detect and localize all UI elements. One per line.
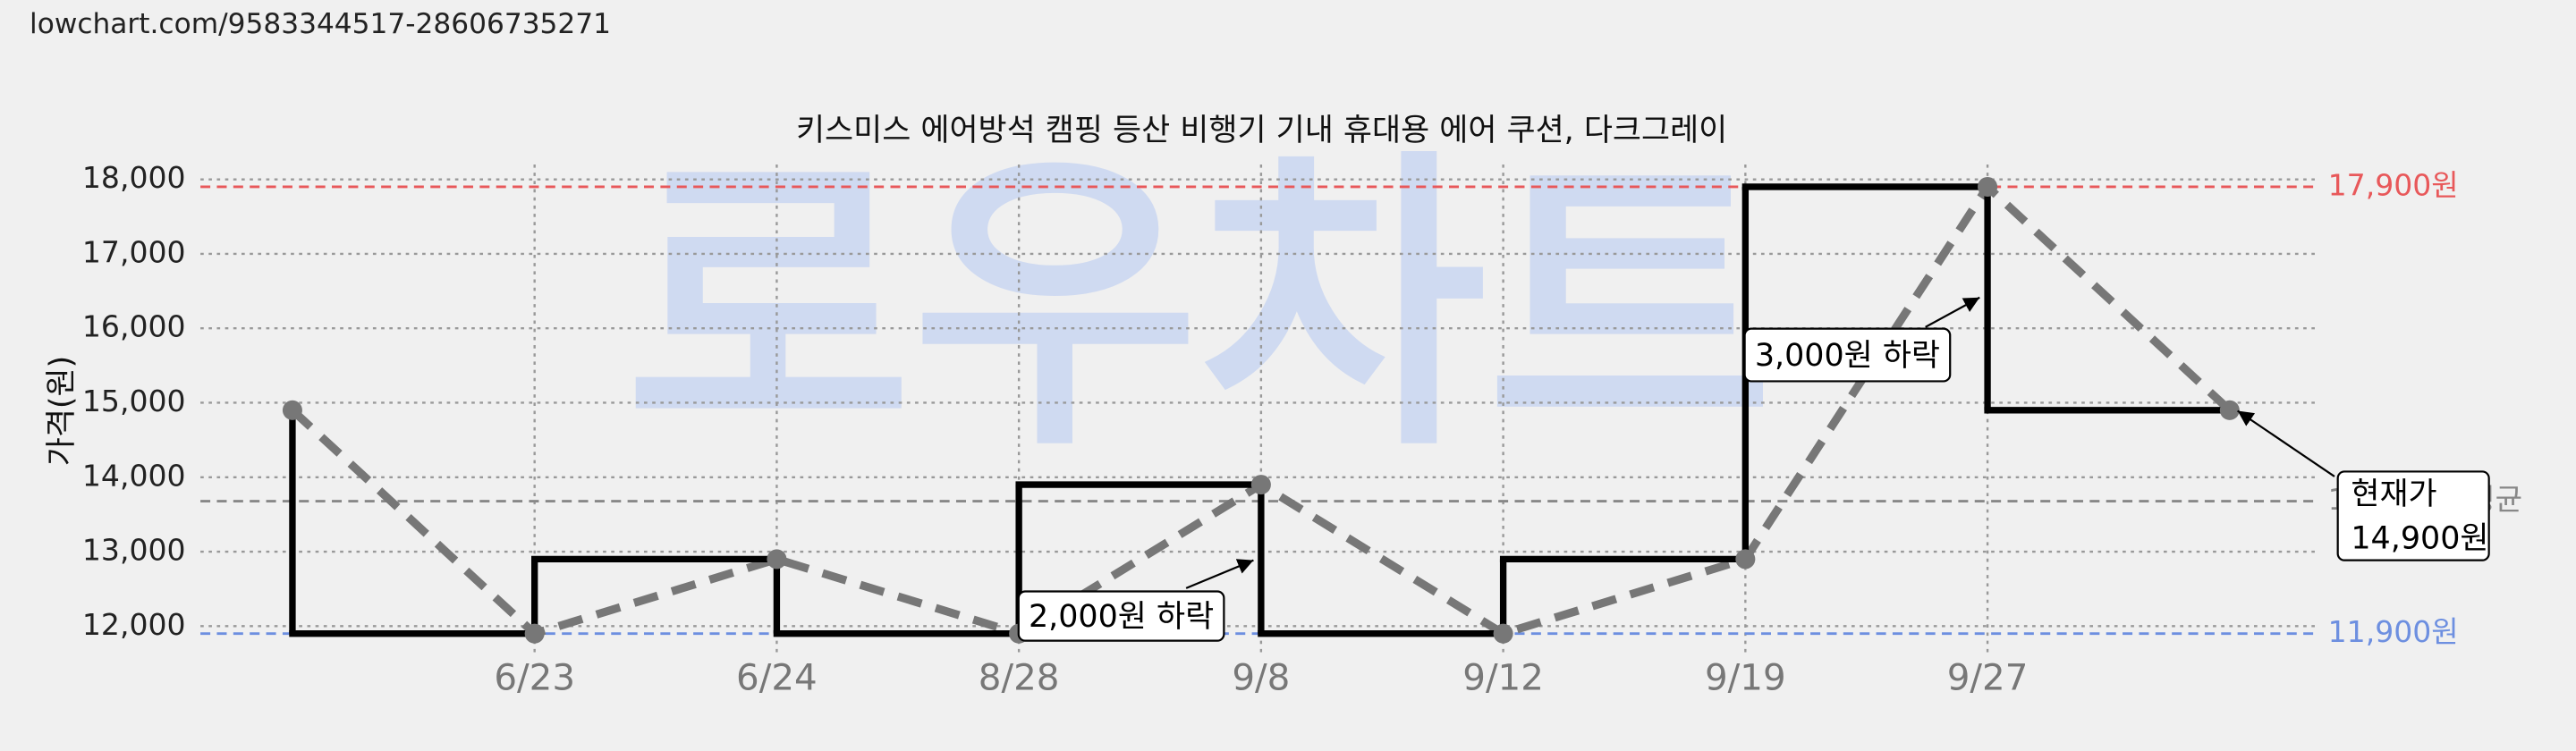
price-point (282, 400, 302, 420)
annotation-arrow (2237, 409, 2335, 477)
price-point (1493, 623, 1513, 644)
x-tick-label: 9/8 (1232, 656, 1290, 699)
chart-title: 키스미스 에어방석 캠핑 등산 비행기 기내 휴대용 에어 쿠션, 다크그레이 (796, 113, 1727, 148)
y-tick-label: 14,000 (82, 458, 186, 493)
price-point (767, 549, 787, 570)
url: lowchart.com/9583344517-28606735271 (30, 8, 611, 40)
x-tick-label: 9/27 (1947, 656, 2029, 699)
x-tick-label: 8/28 (979, 656, 1060, 699)
y-axis-label: 가격(원) (44, 356, 80, 466)
x-tick-label: 6/23 (494, 656, 575, 699)
y-tick-label: 15,000 (82, 384, 186, 418)
y-tick-label: 18,000 (82, 160, 186, 195)
annotation-text: 14,900원 (2351, 521, 2488, 557)
annotation-box (1017, 590, 1225, 642)
x-tick-label: 6/24 (736, 656, 818, 699)
x-tick-label: 9/19 (1705, 656, 1786, 699)
y-tick-label: 13,000 (82, 533, 186, 568)
price-point (1735, 549, 1756, 570)
annotation-text: 2,000원 하락 (1029, 599, 1214, 635)
annotation-arrow (1925, 296, 1980, 328)
reference-label: 11,900원 (2328, 614, 2459, 649)
reference-label: 17,900원 (2328, 167, 2459, 202)
annotation-text: 현재가 (2351, 477, 2436, 512)
y-tick-label: 12,000 (82, 607, 186, 642)
watermark: 로우차트 (625, 125, 1774, 488)
price-point (1978, 176, 1998, 197)
annotation-arrow (1185, 559, 1254, 589)
price-point (2219, 400, 2240, 420)
x-tick-label: 9/12 (1462, 656, 1544, 699)
annotation-box (1743, 327, 1952, 383)
price-point (524, 623, 545, 644)
price-point (1250, 475, 1271, 495)
annotation-box (2336, 470, 2490, 561)
annotation-text: 3,000원 하락 (1755, 338, 1940, 374)
y-tick-label: 16,000 (82, 309, 186, 344)
y-tick-label: 17,000 (82, 234, 186, 269)
